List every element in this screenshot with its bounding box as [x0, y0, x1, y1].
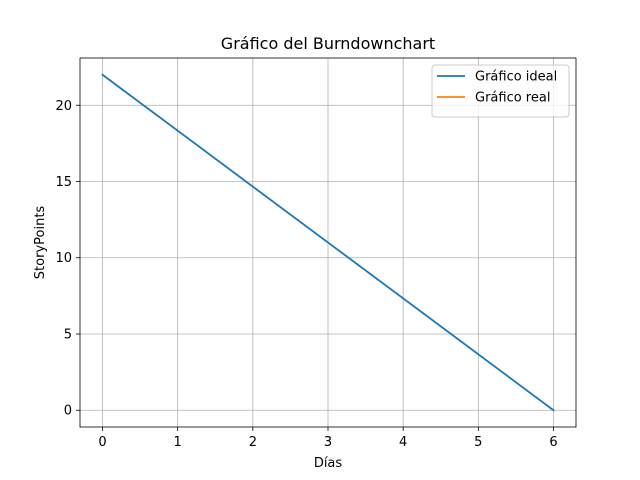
y-tick-label: 15 [55, 175, 72, 190]
series-layer [101, 73, 555, 412]
legend-box [431, 64, 570, 118]
chart-title: Gráfico del Burndownchart [221, 34, 435, 53]
x-tick-label: 5 [474, 435, 482, 450]
y-axis-ticks: 0 5 10 15 20 [55, 99, 80, 419]
legend-label-0: Gráfico ideal [475, 70, 557, 85]
x-tick-label: 0 [98, 435, 106, 450]
x-axis-ticks: 0 1 2 3 4 5 6 [98, 427, 558, 450]
legend: Gráfico ideal Gráfico real [431, 64, 570, 118]
x-tick-label: 1 [174, 435, 182, 450]
y-axis-title: StoryPoints [33, 206, 48, 280]
y-tick-label: 10 [55, 251, 72, 266]
legend-label-1: Gráfico real [475, 91, 550, 106]
x-tick-label: 6 [549, 435, 557, 450]
x-tick-label: 4 [399, 435, 407, 450]
y-tick-label: 20 [55, 99, 72, 114]
x-tick-label: 3 [324, 435, 332, 450]
series-line-0 [101, 73, 555, 412]
x-tick-label: 2 [249, 435, 257, 450]
y-tick-label: 5 [64, 327, 72, 342]
x-axis-title: Días [314, 456, 343, 471]
grid-lines [80, 58, 576, 427]
y-tick-label: 0 [64, 404, 72, 419]
